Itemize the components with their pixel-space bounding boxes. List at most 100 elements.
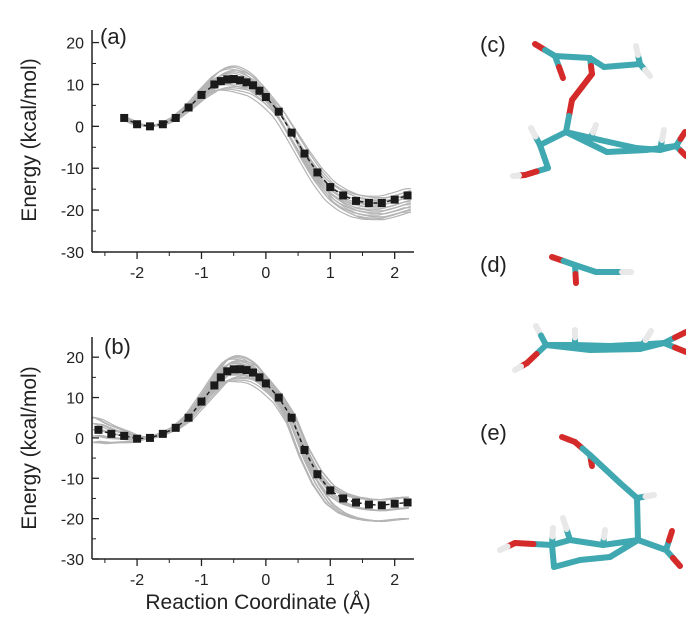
bond xyxy=(659,127,667,143)
mean-point-a xyxy=(229,75,238,84)
mean-point-b xyxy=(364,500,373,509)
y-tick-label-b: -20 xyxy=(61,512,84,529)
bond xyxy=(588,457,595,469)
x-tick-label-a: 2 xyxy=(390,265,399,282)
bond xyxy=(666,528,675,544)
x-axis-title: Reaction Coordinate (Å) xyxy=(145,591,370,614)
mean-point-b xyxy=(133,434,142,443)
mean-point-b xyxy=(145,433,154,442)
mean-point-b xyxy=(197,397,206,406)
y-tick-label-a: -10 xyxy=(61,161,84,178)
y-tick-label-b: 20 xyxy=(66,350,84,367)
bond xyxy=(615,141,639,151)
mean-point-a xyxy=(300,149,309,158)
mean-point-b xyxy=(255,373,264,382)
mean-point-b xyxy=(107,429,116,438)
bond xyxy=(601,62,625,70)
bond xyxy=(565,344,593,353)
sample-curve-a xyxy=(120,84,411,205)
molecule-d xyxy=(512,254,686,373)
mean-point-b xyxy=(339,494,348,503)
bond xyxy=(677,129,686,142)
bond xyxy=(587,346,618,353)
mean-point-a xyxy=(326,183,335,192)
mean-point-a xyxy=(274,107,283,116)
mean-point-a xyxy=(197,90,206,99)
y-tick-label-a: -20 xyxy=(61,203,84,220)
bond xyxy=(572,271,579,286)
bond xyxy=(560,515,570,532)
y-tick-label-b: 0 xyxy=(75,431,84,448)
panel-label-b: (b) xyxy=(104,334,131,359)
mean-point-a xyxy=(261,93,270,102)
mean-point-a xyxy=(255,86,264,95)
y-tick-label-a: 20 xyxy=(66,36,84,53)
panel-label-e: (e) xyxy=(480,420,507,445)
mean-point-b xyxy=(184,413,193,422)
y-tick-label-b: -30 xyxy=(61,552,84,569)
sample-curve-a xyxy=(121,65,411,221)
sample-curve-a xyxy=(121,85,411,215)
mean-point-b xyxy=(158,429,167,438)
mean-point-b xyxy=(377,501,386,510)
mean-point-a xyxy=(216,77,225,86)
x-tick-label-b: 1 xyxy=(326,572,335,589)
bond xyxy=(549,525,556,540)
mean-point-a xyxy=(242,78,251,87)
x-tick-label-b: -2 xyxy=(130,572,144,589)
chart-panel-b: (b) Energy (kcal/mol) Reaction Coordinat… xyxy=(18,334,414,614)
mean-point-a xyxy=(403,191,412,200)
bond xyxy=(512,363,524,373)
sample-curve-b xyxy=(93,377,409,522)
bond xyxy=(642,67,653,79)
x-tick-label-b: 0 xyxy=(261,572,270,589)
mean-point-b xyxy=(326,486,335,495)
mean-point-b xyxy=(94,425,103,434)
mean-point-a xyxy=(377,198,386,207)
sample-curve-b xyxy=(93,359,409,501)
bond xyxy=(604,148,630,155)
mean-point-a xyxy=(171,113,180,122)
bond xyxy=(563,129,590,145)
bond xyxy=(634,495,641,522)
mean-point-a xyxy=(184,103,193,112)
mean-point-a xyxy=(223,75,232,84)
panel-label-a: (a) xyxy=(100,24,127,49)
mean-point-b xyxy=(390,499,399,508)
bond xyxy=(642,492,657,500)
mean-point-a xyxy=(133,120,142,129)
bond xyxy=(602,466,623,486)
sample-curve-a xyxy=(120,72,411,197)
bond xyxy=(612,346,643,353)
bond xyxy=(583,139,610,155)
mean-point-a xyxy=(352,196,361,205)
mean-point-a xyxy=(120,113,129,122)
mean-point-b xyxy=(171,423,180,432)
sample-curve-b xyxy=(93,367,409,501)
sample-curve-b xyxy=(93,375,409,512)
bond xyxy=(587,452,608,472)
mean-point-a xyxy=(313,168,322,177)
bond xyxy=(597,137,621,147)
mean-point-b xyxy=(300,446,309,455)
y-tick-label-b: -10 xyxy=(61,471,84,488)
sample-curve-b xyxy=(93,357,409,512)
y-axis-title-a: Energy (kcal/mol) xyxy=(18,58,41,221)
sample-curve-b xyxy=(93,379,409,512)
sample-curve-a xyxy=(120,66,411,206)
y-tick-label-a: 10 xyxy=(66,77,84,94)
mean-point-a xyxy=(390,195,399,204)
mean-point-b xyxy=(216,373,225,382)
bond xyxy=(670,555,683,569)
mean-point-a xyxy=(364,198,373,207)
bond xyxy=(621,537,641,552)
mean-point-b xyxy=(229,365,238,374)
bond xyxy=(672,329,686,341)
panel-label-c: (c) xyxy=(480,32,506,57)
x-tick-label-a: -1 xyxy=(194,265,208,282)
mean-point-b xyxy=(236,365,245,374)
mean-point-a xyxy=(145,122,154,131)
bond xyxy=(590,122,599,136)
